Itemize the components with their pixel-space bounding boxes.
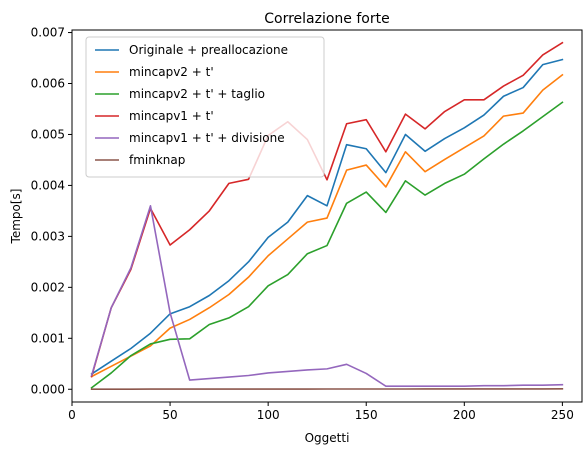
series-line-3	[90, 101, 564, 389]
series-line-2	[90, 73, 564, 378]
legend-label: mincapv2 + t' + taglio	[129, 87, 265, 101]
series-line-5	[90, 205, 564, 388]
y-axis-title: Tempo[s]	[9, 189, 23, 245]
plot-frame	[71, 29, 583, 403]
y-tick-label: 0.006	[31, 77, 65, 91]
legend: Originale + preallocazione mincapv2 + t' m…	[85, 36, 325, 178]
y-tick-label: 0.002	[31, 280, 65, 294]
x-tick-label: 150	[355, 408, 378, 422]
legend-label: mincapv2 + t'	[129, 65, 214, 79]
series-line-4	[90, 41, 564, 378]
y-tick-label: 0.005	[31, 127, 65, 141]
legend-box	[85, 36, 325, 178]
x-tick-label: 200	[453, 408, 476, 422]
legend-label: Originale + preallocazione	[129, 43, 288, 57]
y-tick-label: 0.003	[31, 229, 65, 243]
chart-title: Correlazione forte	[264, 11, 389, 27]
x-tick-label: 50	[162, 408, 177, 422]
x-tick-label: 250	[551, 408, 574, 422]
x-axis-title: Oggetti	[305, 431, 350, 445]
y-tick-label: 0.004	[31, 178, 65, 192]
legend-label: mincapv1 + t' + divisione	[129, 131, 285, 145]
x-tick-label: 100	[257, 408, 280, 422]
x-axis: 0 50 100 150 200 250	[68, 402, 574, 422]
legend-label: mincapv1 + t'	[129, 109, 214, 123]
y-axis: 0.000 0.001 0.002 0.003 0.004 0.005 0.006 0.007	[31, 26, 72, 396]
y-tick-label: 0.001	[31, 331, 65, 345]
x-tick-label: 0	[68, 408, 76, 422]
y-tick-label: 0.000	[31, 382, 65, 396]
legend-label: fminknap	[129, 153, 185, 167]
series-lines	[90, 41, 564, 390]
y-tick-label: 0.007	[31, 26, 65, 40]
